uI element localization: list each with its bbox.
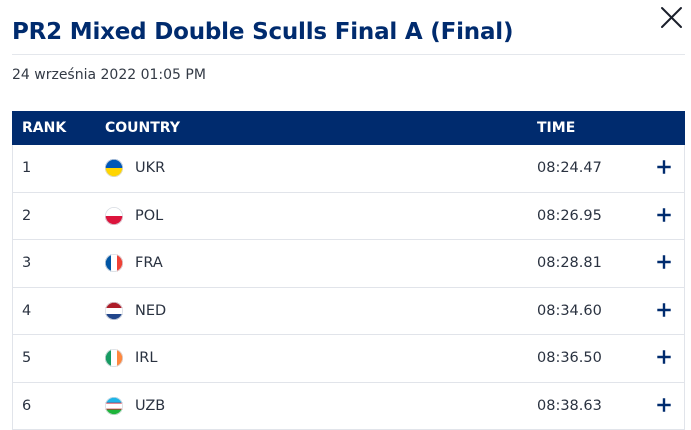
- plus-icon: [657, 160, 671, 174]
- race-datetime: 24 września 2022 01:05 PM: [12, 67, 206, 83]
- expand-row-button[interactable]: [656, 254, 672, 270]
- flag-icon: [105, 349, 123, 368]
- expand-row-button[interactable]: [656, 397, 672, 413]
- close-icon: [661, 7, 682, 28]
- expand-row-button[interactable]: [656, 349, 672, 365]
- table-header: RANK COUNTRY TIME: [12, 111, 685, 145]
- results-table: RANK COUNTRY TIME 1 UKR 08:24.47 2 POL 08:26.…: [12, 111, 685, 430]
- rank-cell: 5: [22, 350, 32, 367]
- table-row[interactable]: 1 UKR 08:24.47: [12, 145, 685, 193]
- rank-cell: 3: [22, 255, 32, 272]
- country-cell: UZB: [135, 397, 166, 414]
- table-row[interactable]: 5 IRL 08:36.50: [12, 335, 685, 383]
- country-cell: POL: [135, 207, 164, 224]
- table-body: 1 UKR 08:24.47 2 POL 08:26.95 3 FRA 08:28.81 4 NED…: [12, 145, 685, 430]
- plus-icon: [657, 208, 671, 222]
- modal-title: PR2 Mixed Double Sculls Final A (Final): [12, 19, 514, 45]
- rank-cell: 2: [22, 207, 32, 224]
- expand-row-button[interactable]: [656, 207, 672, 223]
- country-cell: UKR: [135, 160, 166, 177]
- plus-icon: [657, 350, 671, 364]
- time-cell: 08:24.47: [537, 160, 602, 177]
- plus-icon: [657, 303, 671, 317]
- flag-icon: [105, 396, 123, 415]
- table-row[interactable]: 2 POL 08:26.95: [12, 192, 685, 240]
- country-cell: FRA: [135, 255, 163, 272]
- rank-cell: 6: [22, 397, 32, 414]
- flag-icon: [105, 254, 123, 273]
- plus-icon: [657, 398, 671, 412]
- column-header-country: COUNTRY: [105, 120, 180, 136]
- table-row[interactable]: 6 UZB 08:38.63: [12, 382, 685, 430]
- country-cell: NED: [135, 302, 167, 319]
- time-cell: 08:38.63: [537, 397, 602, 414]
- column-header-rank: RANK: [22, 120, 67, 136]
- expand-row-button[interactable]: [656, 159, 672, 175]
- table-row[interactable]: 3 FRA 08:28.81: [12, 240, 685, 288]
- flag-icon: [105, 206, 123, 225]
- expand-row-button[interactable]: [656, 302, 672, 318]
- rank-cell: 4: [22, 302, 32, 319]
- time-cell: 08:26.95: [537, 207, 602, 224]
- time-cell: 08:36.50: [537, 350, 602, 367]
- close-button[interactable]: [657, 4, 685, 32]
- flag-icon: [105, 301, 123, 320]
- time-cell: 08:34.60: [537, 302, 602, 319]
- rank-cell: 1: [22, 160, 32, 177]
- table-row[interactable]: 4 NED 08:34.60: [12, 287, 685, 335]
- header-divider: [12, 54, 685, 55]
- flag-icon: [105, 159, 123, 178]
- column-header-time: TIME: [537, 120, 576, 136]
- modal-header: PR2 Mixed Double Sculls Final A (Final): [12, 10, 691, 54]
- time-cell: 08:28.81: [537, 255, 602, 272]
- plus-icon: [657, 255, 671, 269]
- country-cell: IRL: [135, 350, 158, 367]
